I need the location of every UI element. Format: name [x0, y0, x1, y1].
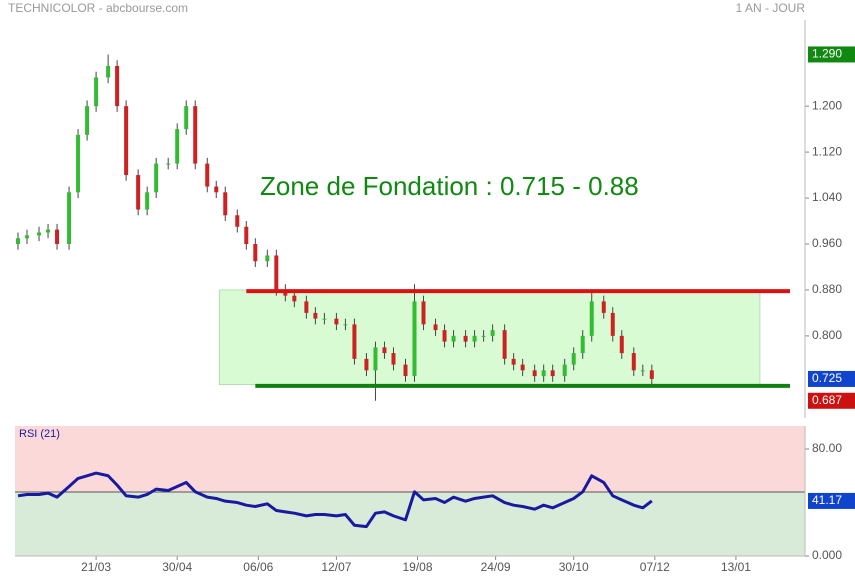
candle-body	[136, 175, 141, 210]
candle-body	[76, 134, 81, 193]
x-tick-label: 12/07	[321, 560, 351, 574]
candle-body	[235, 215, 240, 227]
x-tick-label: 13/01	[721, 560, 751, 574]
y-tick-label: 0.800	[812, 328, 842, 342]
candle-body	[85, 106, 90, 135]
candle-body	[610, 312, 615, 336]
price-marker	[808, 370, 855, 387]
y-tick-label: 1.040	[812, 190, 842, 204]
period: 1 AN - JOUR	[736, 1, 806, 15]
candle-body	[421, 301, 426, 325]
candle-body	[175, 129, 180, 164]
candle-body	[115, 65, 120, 107]
candle-body	[502, 330, 507, 359]
x-tick-label: 30/10	[559, 560, 589, 574]
candle-body	[55, 229, 60, 244]
candle-body	[292, 295, 297, 302]
candle-body	[67, 192, 72, 244]
candle-body	[46, 229, 51, 233]
chart-title: TECHNICOLOR - abcbourse.com	[8, 1, 188, 15]
candle-body	[601, 301, 606, 313]
rsi-marker	[808, 492, 855, 509]
candle-body	[520, 364, 525, 371]
candle-body	[631, 353, 636, 371]
candle-body	[322, 318, 327, 320]
candle-body	[124, 106, 129, 176]
candle-body	[154, 163, 159, 193]
y-tick-label: 1.200	[812, 98, 842, 112]
candle-body	[16, 238, 21, 244]
candle-body	[619, 335, 624, 354]
rsi-line	[17, 471, 653, 529]
price-marker	[808, 46, 855, 63]
candle-body	[343, 324, 348, 326]
rsi-upper-zone	[15, 426, 805, 492]
y-tick-label: 0.880	[812, 282, 842, 296]
candle-body	[145, 192, 150, 210]
candle-body	[364, 358, 369, 371]
candle-body	[166, 163, 171, 165]
candle-body	[214, 186, 219, 193]
candle-body	[37, 232, 42, 236]
price-marker-label: 1.290	[812, 47, 842, 61]
candle-body	[334, 318, 339, 325]
zone	[218, 289, 761, 385]
x-tick-label: 21/03	[81, 560, 111, 574]
y-tick-label: 1.120	[812, 144, 842, 158]
candle-body	[193, 106, 198, 164]
candle-body	[274, 255, 279, 290]
candle-body	[640, 370, 645, 372]
x-tick-label: 30/04	[162, 560, 192, 574]
candle-body	[205, 163, 210, 187]
candle-body	[490, 330, 495, 336]
x-tick-label: 24/09	[481, 560, 511, 574]
candle-body	[304, 301, 309, 313]
candle-body	[580, 335, 585, 354]
candle-body	[184, 106, 189, 130]
candle-body	[442, 330, 447, 342]
candle-body	[511, 358, 516, 365]
candle-body	[391, 353, 396, 365]
x-tick-label: 07/12	[640, 560, 670, 574]
candle-body	[649, 370, 654, 379]
candle-body	[244, 226, 249, 244]
candle-body	[472, 335, 477, 342]
candle-body	[352, 324, 357, 359]
x-tick-label: 06/06	[243, 560, 273, 574]
candle-body	[382, 347, 387, 354]
candle-body	[373, 347, 378, 371]
candle-body	[541, 370, 546, 377]
y-tick-label: 0.960	[812, 236, 842, 250]
rsi-marker-label: 41.17	[812, 493, 842, 507]
price-marker-label: 0.687	[812, 393, 842, 407]
candle-body	[223, 192, 228, 216]
candle-body	[313, 312, 318, 319]
candle-body	[571, 353, 576, 365]
candle-body	[412, 301, 417, 377]
candle-body	[403, 364, 408, 377]
candle-body	[481, 335, 486, 337]
candle-body	[433, 324, 438, 331]
candle-body	[265, 255, 270, 262]
candle-body	[106, 65, 111, 78]
x-tick-label: 19/08	[402, 560, 432, 574]
candle-body	[550, 370, 555, 377]
price-marker-label: 0.725	[812, 371, 842, 385]
candle-body	[25, 235, 30, 239]
candle-body	[589, 301, 594, 336]
candle-body	[253, 243, 258, 262]
candle-body	[463, 335, 468, 342]
price-marker	[808, 392, 855, 409]
candle-body	[532, 370, 537, 377]
rsi-y-tick-label: 80.00	[812, 441, 842, 455]
rsi-y-tick-label: 0.000	[812, 548, 842, 562]
annotation: Zone de Fondation : 0.715 - 0.88	[260, 171, 639, 201]
candle-body	[562, 364, 567, 377]
candle-body	[451, 335, 456, 342]
candle-body	[94, 77, 99, 107]
rsi-title: RSI (21)	[19, 428, 60, 440]
